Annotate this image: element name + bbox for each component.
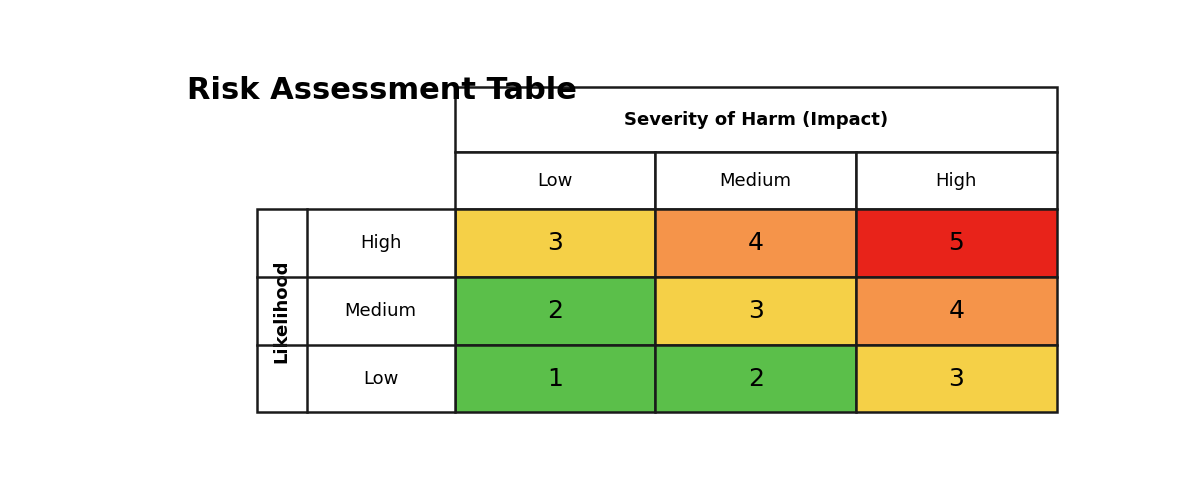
Text: 3: 3 [748, 299, 763, 323]
Text: Low: Low [538, 172, 572, 190]
Bar [455, 277, 655, 345]
Bar [856, 209, 1057, 277]
Text: 3: 3 [547, 231, 563, 255]
Text: 3: 3 [948, 367, 965, 391]
Text: Severity of Harm (Impact): Severity of Harm (Impact) [624, 111, 888, 129]
Text: Risk Assessment Table: Risk Assessment Table [187, 76, 577, 105]
Text: High: High [360, 234, 401, 252]
Text: 2: 2 [547, 299, 563, 323]
Bar [655, 209, 856, 277]
Text: 1: 1 [547, 367, 563, 391]
Bar [257, 209, 455, 412]
Bar [455, 152, 655, 209]
Bar [455, 345, 655, 412]
Bar [856, 152, 1057, 209]
Text: Medium: Medium [720, 172, 792, 190]
Bar [655, 345, 856, 412]
Bar [856, 277, 1057, 345]
Text: 5: 5 [948, 231, 965, 255]
Text: Medium: Medium [344, 302, 416, 320]
Text: Likelihood: Likelihood [272, 259, 290, 362]
Text: 4: 4 [948, 299, 965, 323]
Bar [455, 87, 1057, 152]
Text: Low: Low [362, 370, 398, 387]
Text: High: High [936, 172, 977, 190]
Text: 2: 2 [748, 367, 763, 391]
Bar [655, 152, 856, 209]
Bar [455, 209, 655, 277]
Bar [856, 345, 1057, 412]
Bar [655, 277, 856, 345]
Text: 4: 4 [748, 231, 763, 255]
